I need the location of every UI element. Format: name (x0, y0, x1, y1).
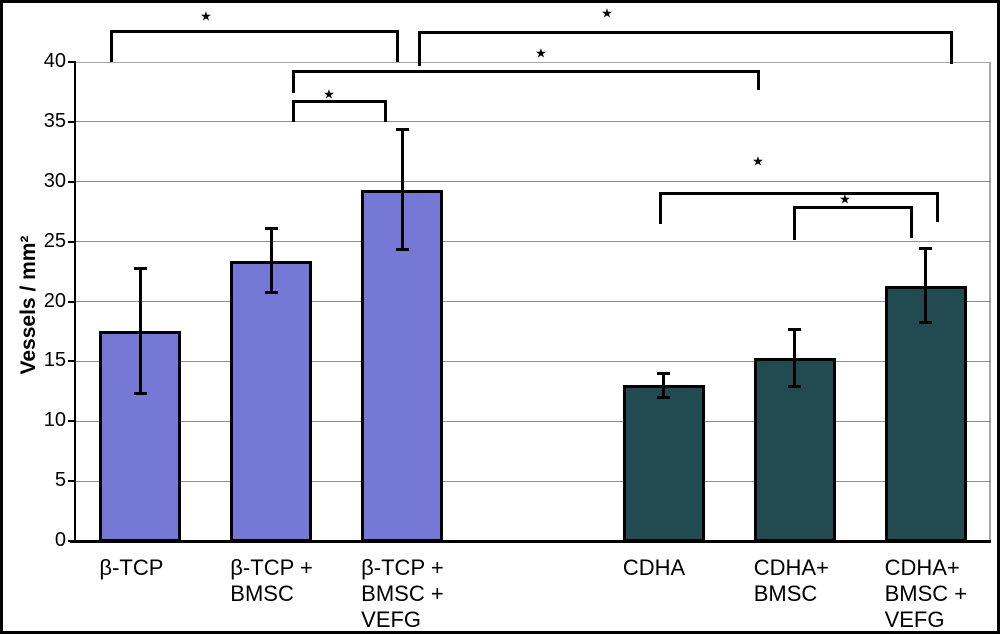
y-tick-30 (68, 180, 76, 183)
error-bar-b-tcp-bmsc-vefg (400, 129, 404, 250)
bar-cdha-bmsc (753, 357, 836, 542)
significance-star: ★ (535, 45, 547, 61)
significance-bracket-b-tcp-bmsc-vs-cdha-left-leg (292, 70, 295, 93)
category-label-line: BMSC (230, 581, 294, 606)
significance-star: ★ (752, 153, 764, 169)
category-label-b-tcp-bmsc-vefg: β-TCP + BMSC + VEFG (361, 555, 489, 633)
error-bar-cdha-bmsc (793, 329, 797, 387)
error-bar-cdha (662, 373, 666, 399)
significance-bracket-b-tcp-bmsc-vefg-vs-cdha-bmsc-vefg (418, 31, 953, 34)
error-bar-b-tcp (138, 267, 142, 394)
y-tick-40 (68, 61, 76, 63)
y-tick-label-35: 35 (43, 109, 66, 132)
error-bar-cap-bottom-cdha (657, 396, 671, 400)
significance-bracket-cdha-vs-cdha-bmsc-vefg-left-leg (659, 192, 662, 224)
category-label-line: BMSC + (361, 581, 444, 606)
gridline-15 (75, 360, 991, 362)
y-tick-label-15: 15 (43, 349, 66, 372)
significance-bracket-b-tcp-bmsc-vefg-vs-cdha-bmsc-vefg-right-leg (950, 31, 953, 64)
category-label-line: β-TCP + (230, 555, 313, 580)
significance-star: ★ (200, 8, 212, 24)
error-bar-cap-top-b-tcp-bmsc-vefg (395, 128, 409, 132)
y-tick-label-40: 40 (43, 50, 66, 72)
error-bar-cap-top-cdha-bmsc (788, 328, 802, 332)
category-label-line: β-TCP + (361, 555, 444, 580)
y-tick-10 (68, 420, 76, 423)
y-tick-25 (68, 240, 76, 243)
significance-star: ★ (601, 5, 613, 21)
category-label-line: CDHA+ (884, 555, 960, 580)
error-bar-cap-bottom-cdha-bmsc (788, 384, 802, 388)
error-bar-cap-top-cdha (657, 372, 671, 376)
significance-bracket-b-tcp-bmsc-vefg-vs-cdha-bmsc-vefg-left-leg (418, 31, 421, 66)
gridline-5 (75, 480, 991, 482)
error-bar-b-tcp-bmsc (269, 228, 273, 294)
error-bar-cap-bottom-b-tcp (133, 391, 147, 395)
significance-bracket-b-tcp-vs-b-tcp-bmsc-vefg (110, 30, 399, 33)
category-label-line: BMSC (753, 581, 818, 606)
gridline-25 (75, 241, 991, 243)
y-axis (74, 62, 76, 543)
category-label-line: CDHA (622, 555, 686, 580)
error-bar-cap-bottom-cdha-bmsc-vefg (919, 321, 933, 325)
y-tick-35 (68, 120, 76, 123)
significance-bracket-cdha-bmsc-vs-cdha-bmsc-vefg (793, 206, 913, 209)
error-bar-cdha-bmsc-vefg (924, 247, 928, 324)
error-bar-cap-top-cdha-bmsc-vefg (919, 246, 933, 250)
y-tick-label-5: 5 (54, 469, 66, 492)
significance-bracket-cdha-vs-cdha-bmsc-vefg (659, 192, 939, 195)
category-label-line: CDHA+ (753, 555, 829, 580)
y-tick-label-10: 10 (43, 409, 66, 432)
significance-bracket-b-tcp-bmsc-vs-b-tcp-bmsc-vefg-right-leg (384, 100, 387, 122)
significance-bracket-b-tcp-vs-b-tcp-bmsc-vefg-left-leg (110, 30, 113, 62)
y-tick-label-0: 0 (54, 529, 66, 551)
significance-bracket-cdha-vs-cdha-bmsc-vefg-right-leg (936, 192, 939, 222)
category-label-cdha-bmsc: CDHA+ BMSC (754, 555, 882, 607)
error-bar-cap-top-b-tcp (133, 266, 147, 270)
error-bar-cap-top-b-tcp-bmsc (264, 227, 278, 231)
significance-bracket-b-tcp-bmsc-vs-cdha-right-leg (757, 70, 760, 90)
gridline-20 (75, 301, 991, 302)
bar-cdha (622, 385, 705, 542)
bar-b-tcp-bmsc (230, 260, 313, 542)
significance-bracket-b-tcp-bmsc-vs-b-tcp-bmsc-vefg (292, 100, 387, 103)
significance-star: ★ (323, 86, 335, 102)
category-label-line: VEFG (884, 607, 945, 632)
y-tick-20 (68, 300, 76, 303)
category-label-cdha-bmsc-vefg: CDHA+ BMSC + VEFG (885, 555, 1000, 633)
category-label-b-tcp-bmsc: β-TCP + BMSC (230, 555, 358, 607)
category-label-line: VEFG (361, 607, 422, 632)
significance-bracket-cdha-bmsc-vs-cdha-bmsc-vefg-right-leg (910, 206, 913, 238)
significance-bracket-b-tcp-bmsc-vs-cdha (292, 70, 760, 73)
y-axis-title: Vessels / mm² (17, 235, 40, 375)
y-tick-label-25: 25 (43, 229, 66, 252)
bar-cdha-bmsc-vefg (884, 285, 967, 542)
significance-bracket-cdha-bmsc-vs-cdha-bmsc-vefg-left-leg (793, 206, 796, 240)
category-label-b-tcp: β-TCP (99, 555, 227, 581)
gridline-10 (75, 420, 991, 422)
y-tick-label-30: 30 (43, 169, 66, 192)
category-label-line: BMSC + (884, 581, 968, 606)
gridline-30 (75, 181, 991, 183)
y-tick-5 (68, 480, 76, 483)
x-axis (70, 540, 991, 543)
significance-bracket-b-tcp-bmsc-vs-b-tcp-bmsc-vefg-left-leg (292, 100, 295, 122)
significance-bracket-b-tcp-vs-b-tcp-bmsc-vefg-right-leg (396, 30, 399, 62)
y-tick-15 (68, 360, 76, 363)
category-label-line: β-TCP (99, 555, 164, 580)
y-tick-label-20: 20 (43, 289, 66, 312)
significance-star: ★ (839, 191, 851, 207)
error-bar-cap-bottom-b-tcp-bmsc (264, 291, 278, 295)
error-bar-cap-bottom-b-tcp-bmsc-vefg (395, 248, 409, 251)
gridline-35 (75, 121, 991, 123)
category-label-cdha: CDHA (623, 555, 751, 581)
